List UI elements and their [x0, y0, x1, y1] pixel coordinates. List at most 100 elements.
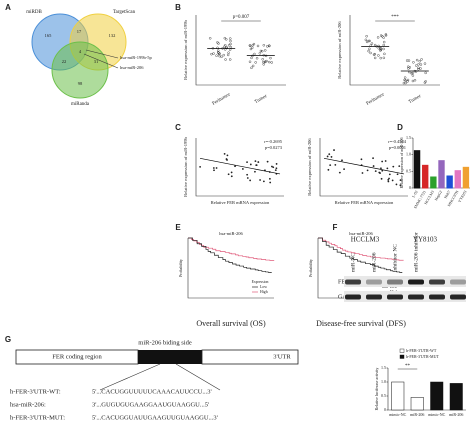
dot [402, 81, 406, 85]
dot [391, 179, 394, 182]
dot [209, 37, 212, 40]
utr-box [201, 349, 299, 365]
dot [217, 42, 220, 45]
plot-title: hsa-miR-206 [349, 231, 373, 236]
stat-label: ** [405, 364, 411, 369]
dot [423, 62, 427, 65]
cell-line: HCCLM3 [351, 236, 380, 244]
dot [264, 49, 267, 52]
dot [229, 39, 232, 43]
dot [379, 48, 383, 52]
dot [246, 177, 249, 179]
dot [404, 79, 407, 82]
dot [271, 165, 273, 168]
fit-line [199, 157, 281, 175]
dot [329, 164, 332, 167]
x-axis-title: Relative FER mRNA expression [335, 200, 394, 205]
dot [272, 166, 275, 169]
dot [392, 165, 395, 168]
bar [446, 175, 453, 189]
lane-label: miR-NC [350, 253, 356, 272]
dot [415, 58, 419, 62]
dot [382, 47, 385, 51]
dot [419, 63, 423, 66]
x-tick-label: miR-206 [410, 412, 424, 417]
panel-label: G [5, 335, 11, 344]
dot [326, 155, 329, 158]
dot [368, 47, 371, 51]
dot [262, 60, 265, 64]
dot [212, 52, 215, 55]
dot [406, 78, 410, 82]
dot [215, 167, 218, 169]
dot [258, 52, 262, 55]
x-tick-label: HCCLM3 [424, 190, 435, 205]
panel-label: A [5, 3, 11, 12]
survival-curve [318, 237, 403, 273]
protein-label: FER [338, 279, 349, 285]
dot [417, 63, 420, 66]
band [345, 279, 361, 285]
dot [255, 164, 258, 167]
dot [266, 160, 269, 163]
axis [195, 138, 284, 197]
sequence-name: h-FER-3'UTR-MUT: [10, 414, 65, 421]
y-tick-label: 0 [384, 407, 386, 412]
dot [379, 56, 382, 60]
venn-set [51, 41, 109, 99]
dot [213, 169, 215, 172]
x-tick-label: YY8103 [458, 190, 468, 203]
dot [226, 154, 229, 157]
stat-label: p=0.0001 [389, 145, 406, 150]
dot [248, 44, 252, 47]
legend-swatch [399, 348, 405, 353]
dot [223, 45, 226, 48]
dot [241, 168, 244, 170]
dot [212, 167, 215, 169]
lane-label: miR-206 inhibitor [413, 232, 419, 272]
dot [263, 60, 267, 64]
bar [462, 166, 470, 189]
dot [370, 42, 374, 45]
axis [195, 15, 286, 86]
stat-label: r=-0.2695 [264, 139, 283, 144]
dot [382, 43, 385, 47]
dot [225, 38, 228, 41]
dot [333, 149, 335, 151]
stat-label: *** [391, 15, 399, 20]
x-tick-label: Huh7 [444, 190, 452, 199]
plot-caption: Disease-free survival (DFS) [316, 319, 406, 328]
dot [407, 59, 411, 62]
dot [399, 184, 402, 187]
y-tick-label: 0 [409, 185, 411, 190]
y-tick-label: 1.0 [406, 152, 411, 157]
dot [396, 173, 399, 176]
dot [367, 49, 370, 53]
dot [261, 50, 264, 53]
band [366, 294, 382, 300]
dot [380, 177, 383, 180]
dot [338, 171, 341, 174]
dot [373, 43, 377, 47]
dot [377, 44, 380, 48]
dot [412, 61, 415, 64]
venn-set-label: TargetScan [113, 10, 136, 15]
dot [330, 156, 333, 158]
region-label: miR-206 biding side [138, 339, 192, 346]
dot [228, 58, 232, 61]
dot [262, 180, 265, 183]
dot [411, 79, 415, 83]
sequence: 3'...GUGUGUGAAGGAAUGUAAGGU...5' [92, 401, 209, 408]
blot [344, 276, 466, 287]
dot [365, 35, 368, 38]
dot [269, 181, 272, 184]
survival-curve [188, 237, 275, 261]
band [387, 279, 403, 285]
dot [261, 58, 264, 61]
dot [250, 66, 253, 70]
dot [341, 159, 343, 162]
dot [254, 160, 257, 163]
dot [227, 173, 230, 176]
dot [246, 173, 249, 176]
